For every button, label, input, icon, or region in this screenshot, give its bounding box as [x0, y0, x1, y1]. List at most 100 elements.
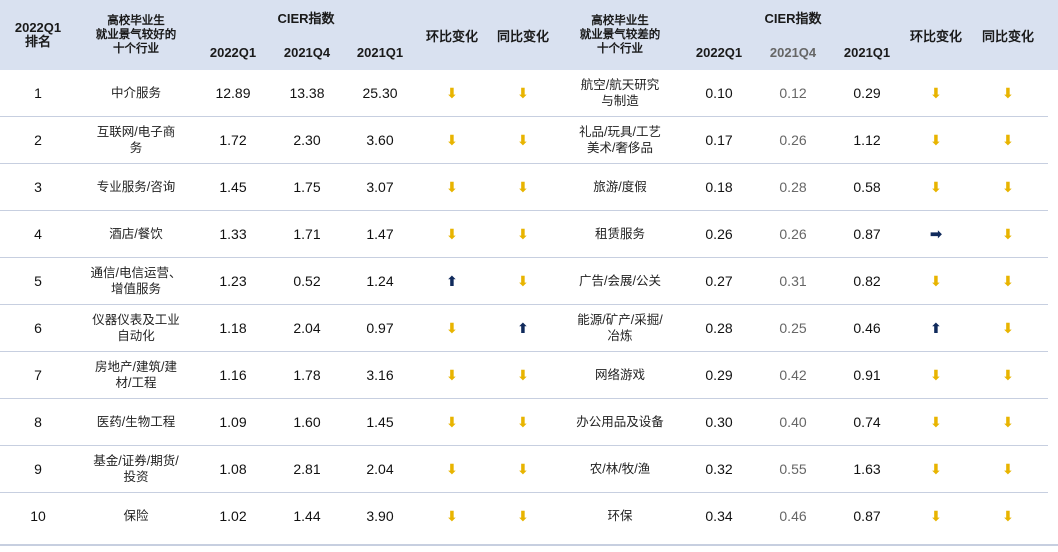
good-2021q1-value: 1.24 — [344, 257, 417, 305]
good-qoq-change: ⬇ — [416, 116, 489, 164]
bad-industry-name: 环保 — [558, 492, 683, 539]
bad-2021q4-value: 0.12 — [779, 85, 807, 101]
bad-2021q4-value: 0.25 — [756, 304, 831, 352]
bad-yoy-change: ⬇ — [968, 445, 1049, 493]
up-arrow-icon: ⬆ — [446, 273, 458, 289]
down-arrow-icon: ⬇ — [517, 226, 529, 242]
good-yoy-change: ⬆ — [488, 304, 559, 352]
down-arrow-icon: ⬇ — [930, 85, 942, 101]
bad-yoy-change: ⬇ — [968, 257, 1049, 305]
good-qoq-change: ⬇ — [416, 70, 488, 117]
bad-qoq-change: ➡ — [904, 210, 969, 258]
table-row: 9 基金/证券/期货/投资 1.08 2.81 2.04 ⬇ ⬇ 农/林/牧/渔 0.32 0.5… — [0, 445, 1049, 493]
header-2021q1-right: 2021Q1 — [843, 44, 891, 60]
good-2021q1-value: 2.04 — [344, 445, 417, 493]
good-2021q4-value: 1.44 — [270, 492, 344, 539]
bad-industry-name: 旅游/度假 — [558, 163, 683, 211]
down-arrow-icon: ⬇ — [446, 320, 458, 336]
bad-qoq-change: ⬆ — [904, 304, 969, 352]
down-arrow-icon: ⬇ — [1002, 414, 1014, 430]
good-qoq-change: ⬇ — [416, 304, 489, 352]
good-2021q4-value: 2.04 — [270, 304, 344, 352]
good-2021q4-value: 0.52 — [270, 257, 344, 305]
good-2022q1-value: 1.33 — [196, 210, 270, 258]
bad-qoq-change: ⬇ — [904, 492, 969, 539]
good-industry-header: 高校毕业生 就业景气较好的 十个行业 — [95, 15, 177, 55]
good-yoy-change: ⬇ — [488, 351, 559, 399]
rank-cell: 5 — [0, 257, 76, 305]
bad-2021q1-value: 1.12 — [830, 116, 905, 164]
up-arrow-icon: ⬆ — [930, 320, 942, 336]
down-arrow-icon: ⬇ — [930, 273, 942, 289]
bad-qoq-change: ⬇ — [904, 163, 969, 211]
table-row: 10 保险 1.02 1.44 3.90 ⬇ ⬇ 环保 0.34 0.46 0.87 ⬇ ⬇ — [0, 492, 1049, 539]
bad-yoy-change: ⬇ — [968, 304, 1049, 352]
good-2021q1-value: 1.45 — [344, 398, 417, 446]
down-arrow-icon: ⬇ — [446, 461, 458, 477]
down-arrow-icon: ⬇ — [517, 414, 529, 430]
header-yoy-right: 同比变化 — [982, 28, 1035, 44]
good-2022q1-value: 1.16 — [196, 351, 270, 399]
header-qoq-left: 环比变化 — [426, 28, 479, 44]
rank-cell: 8 — [0, 398, 76, 446]
good-qoq-change: ⬇ — [416, 163, 489, 211]
bad-2021q4-value: 0.55 — [756, 445, 831, 493]
down-arrow-icon: ⬇ — [1002, 179, 1014, 195]
rank-cell: 6 — [0, 304, 76, 352]
good-2021q1-value: 25.30 — [362, 85, 398, 101]
header-row-bottom: 2022Q1 2021Q4 2021Q1 2022Q1 2021Q4 2021Q… — [0, 34, 1048, 70]
bad-2022q1-value: 0.10 — [705, 85, 733, 101]
good-2021q1-value: 3.16 — [344, 351, 417, 399]
good-qoq-change: ⬆ — [416, 257, 489, 305]
bad-2022q1-value: 0.17 — [682, 116, 757, 164]
good-industry-name: 中介服务 — [110, 86, 161, 100]
bad-industry-name: 广告/会展/公关 — [558, 257, 683, 305]
good-yoy-change: ⬇ — [488, 492, 559, 539]
good-2022q1-value: 12.89 — [215, 85, 251, 101]
down-arrow-icon: ⬇ — [1002, 320, 1014, 336]
table-row: 6 仪器仪表及工业 自动化 1.18 2.04 0.97 ⬇ ⬆ 能源/矿产/采掘/冶炼 0.28… — [0, 304, 1049, 352]
down-arrow-icon: ⬇ — [446, 85, 458, 101]
rank-cell: 9 — [0, 445, 76, 493]
down-arrow-icon: ⬇ — [1002, 461, 1014, 477]
bad-yoy-change: ⬇ — [968, 398, 1049, 446]
bottom-rule — [0, 544, 1058, 546]
bad-yoy-change: ⬇ — [968, 351, 1049, 399]
bad-qoq-change: ⬇ — [904, 398, 969, 446]
good-2021q1-value: 3.07 — [344, 163, 417, 211]
down-arrow-icon: ⬇ — [517, 179, 529, 195]
rank-cell: 3 — [0, 163, 76, 211]
down-arrow-icon: ⬇ — [517, 367, 529, 383]
bad-yoy-change: ⬇ — [968, 70, 1048, 117]
bad-2021q1-value: 0.91 — [830, 351, 905, 399]
table-row: 8 医药/生物工程 1.09 1.60 1.45 ⬇ ⬇ 办公用品及设备 0.30 0.40 0.7… — [0, 398, 1049, 446]
down-arrow-icon: ⬇ — [446, 132, 458, 148]
header-yoy-left: 同比变化 — [497, 28, 550, 44]
down-arrow-icon: ⬇ — [930, 461, 942, 477]
down-arrow-icon: ⬇ — [930, 132, 942, 148]
rank-cell: 4 — [0, 210, 76, 258]
header-2021q1-left: 2021Q1 — [356, 44, 404, 60]
right-arrow-icon: ➡ — [929, 226, 943, 243]
bad-qoq-change: ⬇ — [904, 116, 969, 164]
down-arrow-icon: ⬇ — [1002, 85, 1014, 101]
bad-2021q4-value: 0.42 — [756, 351, 831, 399]
rank-cell: 1 — [34, 85, 42, 101]
down-arrow-icon: ⬇ — [446, 367, 458, 383]
good-2022q1-value: 1.45 — [196, 163, 270, 211]
good-industry-name: 互联网/电子商务 — [76, 116, 196, 164]
bad-2021q4-value: 0.40 — [756, 398, 831, 446]
bad-2021q1-value: 0.74 — [830, 398, 905, 446]
good-yoy-change: ⬇ — [488, 70, 558, 117]
bad-2021q1-value: 0.46 — [830, 304, 905, 352]
bad-industry-name: 礼品/玩具/工艺 美术/奢侈品 — [558, 116, 683, 164]
good-2022q1-value: 1.23 — [196, 257, 270, 305]
rank-header: 2022Q1 排名 — [14, 20, 62, 49]
good-qoq-change: ⬇ — [416, 351, 489, 399]
good-2021q1-value: 3.60 — [344, 116, 417, 164]
good-industry-name: 专业服务/咨询 — [76, 163, 196, 211]
cier-index-table: 2022Q1 排名 高校毕业生 就业景气较好的 十个行业 CIER指数 环比变化 同比… — [0, 11, 1049, 539]
good-2021q4-value: 1.78 — [270, 351, 344, 399]
bad-2022q1-value: 0.26 — [682, 210, 757, 258]
